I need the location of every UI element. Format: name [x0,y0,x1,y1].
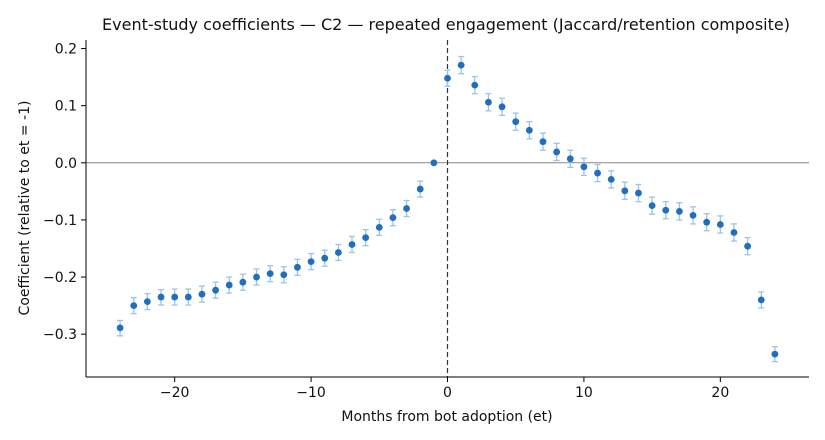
data-point [744,242,752,250]
data-point [757,296,765,304]
data-point [430,159,438,167]
x-tick-label: −10 [296,385,326,401]
data-point [280,271,288,279]
data-point [676,207,683,215]
data-point [703,218,711,226]
data-point [184,293,192,301]
data-point [539,138,547,146]
data-point [266,270,274,278]
data-point [553,148,561,156]
x-axis-label: Months from bot adoption (et) [341,409,552,425]
data-point [143,298,151,306]
data-point [512,118,520,126]
data-point [457,61,465,69]
y-axis-label: Coefficient (relative to et = -1) [17,101,33,316]
y-tick-label: 0.2 [55,42,77,58]
x-tick-label: 20 [711,385,729,401]
data-point [416,185,424,193]
data-point [198,290,206,298]
data-point [403,205,410,212]
data-point [689,211,697,219]
data-point [525,126,533,134]
data-point [334,249,342,256]
data-point [730,229,738,236]
data-point [771,350,779,358]
data-point [375,223,383,231]
data-point [621,187,629,195]
data-point [594,169,601,177]
y-tick-label: −0.2 [43,270,77,286]
data-point [471,81,479,89]
plot-area: −20 −10 0 10 20 −0.3 −0.2 −0.1 0.0 0.1 0.2 [43,40,809,401]
data-point [662,206,670,214]
data-point [294,263,301,271]
x-tick-label: −20 [160,385,190,401]
data-point [485,98,492,106]
data-point [607,175,615,183]
data-point [116,324,124,332]
data-point [157,293,165,301]
data-point [212,286,219,294]
data-point [580,163,588,171]
y-tick-label: −0.3 [43,327,77,343]
y-tick-label: −0.1 [43,213,77,229]
x-tick-label: 10 [575,385,593,401]
y-tick-label: 0.0 [55,156,77,172]
data-point [348,241,356,248]
data-point [239,278,247,286]
data-point [648,202,656,210]
data-point [362,234,370,242]
data-point [253,273,260,281]
data-point [130,302,138,310]
data-point [389,214,397,222]
x-tick-label: 0 [443,385,452,401]
data-point [171,293,179,301]
data-point [635,189,642,197]
chart-title: Event-study coefficients — C2 — repeated… [102,15,790,34]
data-point [225,281,233,289]
data-point [444,74,451,82]
data-point [307,258,315,266]
y-tick-label: 0.1 [55,99,77,115]
data-point [716,221,724,228]
data-point [321,254,329,262]
data-point [498,103,506,111]
data-point [566,155,574,163]
